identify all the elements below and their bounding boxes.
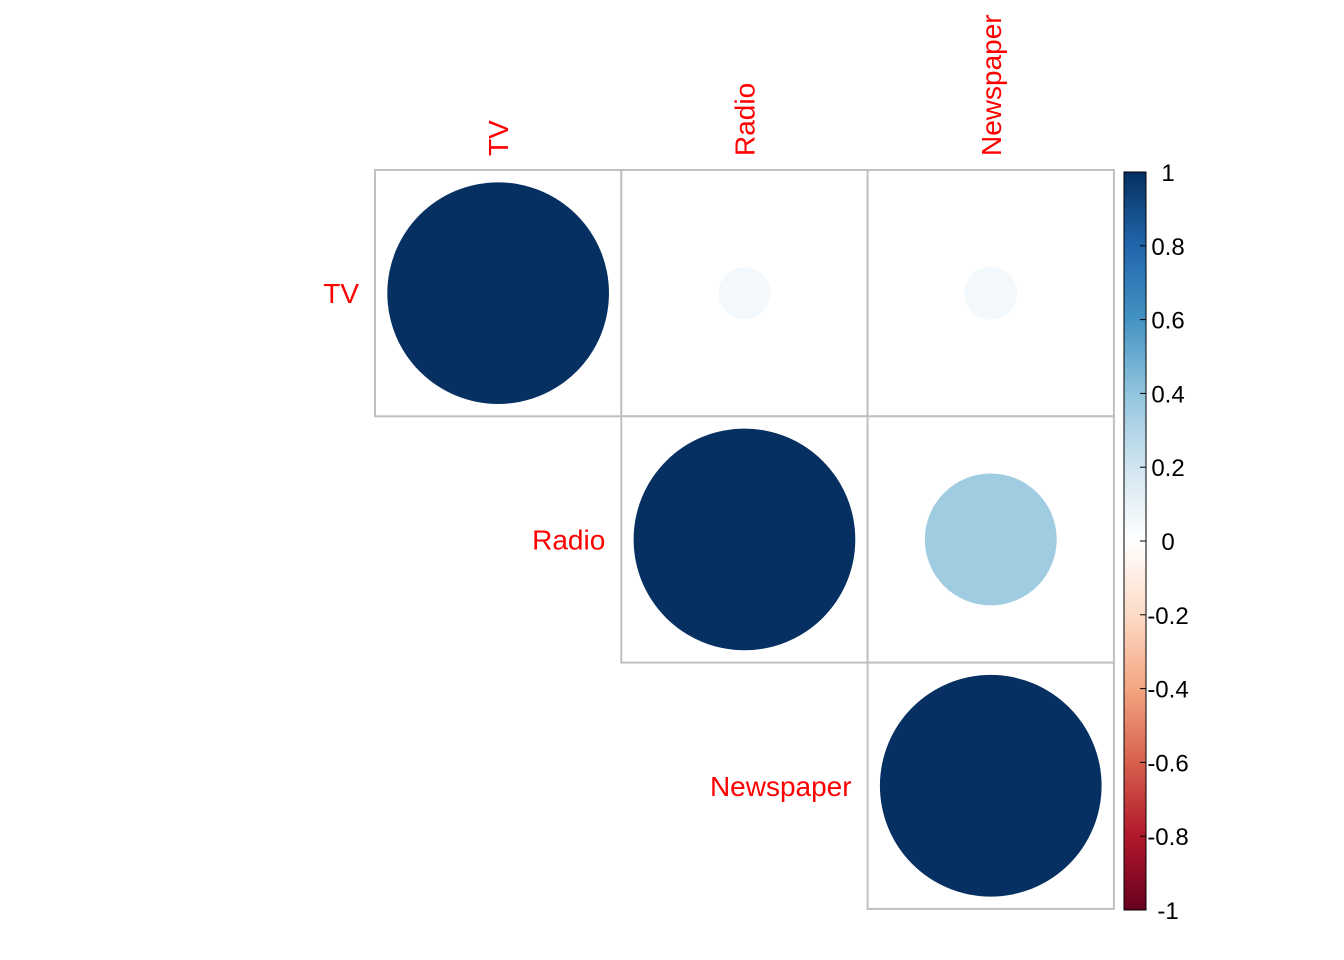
colorbar-tick-label: 0.6 [1151,308,1184,335]
column-label-radio: Radio [729,83,760,156]
colorbar-tick-label: 0.8 [1151,234,1184,261]
row-label-tv: TV [323,278,359,309]
colorbar-tick-label: -0.2 [1147,603,1188,630]
corr-circle-tv-newspaper [964,266,1018,320]
column-label-tv: TV [483,120,514,156]
colorbar-ticks: 1 0.8 0.6 0.4 0.2 0 -0.2 -0.4 -0.6 -0.8 -1 [1140,160,1189,925]
correlation-cells [374,169,1115,910]
corr-circle-tv-radio [718,267,771,320]
row-label-newspaper: Newspaper [710,771,852,802]
colorbar-tick-label: -0.8 [1147,824,1188,851]
column-labels: TV Radio Newspaper [483,14,1007,156]
colorbar-tick-label: 1 [1161,160,1174,187]
colorbar-tick-label: -0.6 [1147,750,1188,777]
colorbar-tick-label: -1 [1157,898,1178,925]
corr-circle-radio-newspaper [924,473,1057,606]
colorbar-tick-label: -0.4 [1147,677,1188,704]
column-label-newspaper: Newspaper [976,14,1007,156]
colorbar-tick-label: 0.4 [1151,381,1184,408]
colorbar: 1 0.8 0.6 0.4 0.2 0 -0.2 -0.4 -0.6 -0.8 -1 [1123,160,1189,925]
corr-circle-radio-radio [633,428,856,651]
corr-circle-tv-tv [387,182,609,404]
colorbar-tick-label: 0 [1161,529,1174,556]
corr-circle-newspaper-newspaper [879,674,1102,897]
row-labels: TV Radio Newspaper [323,278,851,802]
row-label-radio: Radio [532,524,605,555]
colorbar-tick-label: 0.2 [1151,455,1184,482]
